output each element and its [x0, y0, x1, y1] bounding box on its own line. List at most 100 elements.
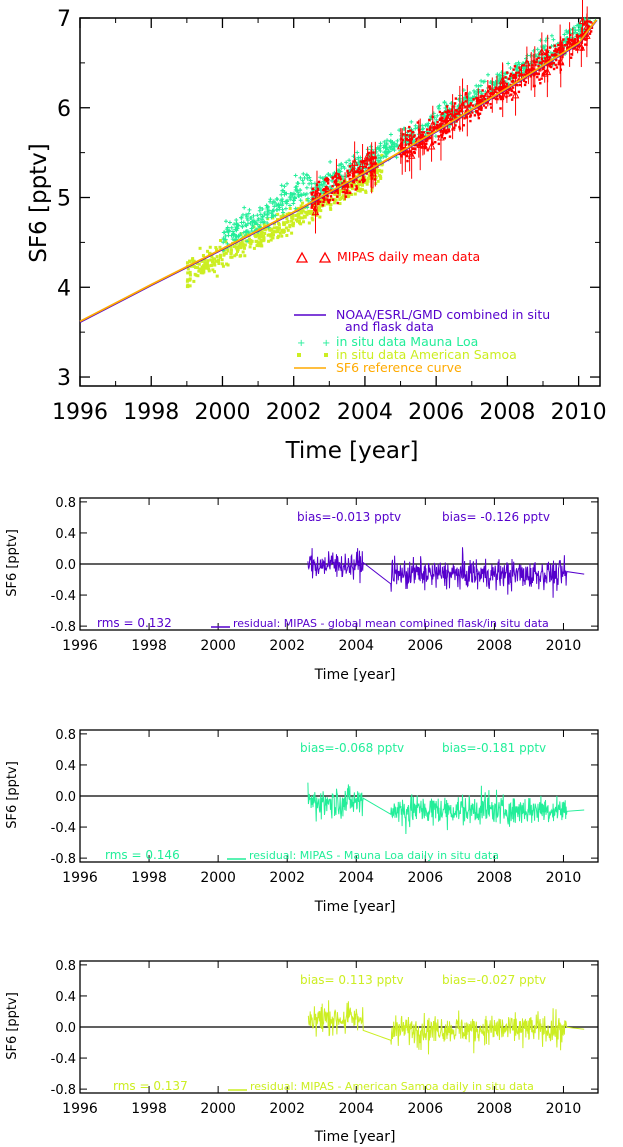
mipas-point: [327, 179, 330, 182]
samoa-point: [290, 216, 294, 220]
mipas-point: [337, 173, 340, 176]
samoa-point: [346, 173, 350, 177]
mauna-loa-point: [237, 233, 242, 238]
mipas-point: [334, 189, 337, 193]
residual-legend-label: residual: MIPAS - global mean combined f…: [233, 617, 549, 630]
mauna-loa-point: [337, 163, 342, 168]
samoa-point: [207, 269, 211, 273]
samoa-point: [239, 241, 243, 245]
mauna-loa-point: [251, 213, 256, 218]
samoa-point: [217, 258, 221, 262]
mauna-loa-point: [253, 221, 258, 226]
mipas-point: [472, 98, 475, 101]
mipas-point: [479, 95, 482, 98]
mauna-loa-point: [229, 225, 234, 230]
main-data-layer: [79, 0, 598, 323]
mipas-point: [561, 62, 564, 66]
samoa-point: [277, 223, 281, 227]
mipas-point: [319, 200, 322, 203]
mauna-loa-point: [384, 154, 389, 159]
samoa-point: [211, 268, 215, 272]
mauna-loa-point: [275, 208, 280, 213]
samoa-point: [205, 265, 209, 269]
samoa-point: [297, 219, 301, 223]
mauna-loa-point: [251, 218, 256, 223]
legend-noaa-label-line2: and flask data: [345, 319, 434, 334]
mipas-point: [471, 104, 475, 107]
samoa-point: [358, 187, 362, 191]
mipas-point: [348, 173, 351, 177]
mipas-point: [518, 74, 521, 77]
mauna-loa-point: [549, 33, 554, 38]
mipas-point: [484, 106, 488, 109]
residual-panel-american-samoa: 1996 1998 2000 2002 2004 2006 2008 2010 0.8 0.4 0.…: [5, 959, 599, 1145]
legend-reference-label: SF6 reference curve: [336, 360, 462, 375]
mipas-point: [441, 129, 445, 133]
mipas-point: [469, 115, 472, 118]
mipas-point: [570, 38, 573, 41]
mauna-loa-point: [385, 147, 390, 152]
mipas-point: [548, 65, 551, 68]
rms-label: rms = 0.132: [97, 616, 172, 630]
mauna-loa-point: [347, 158, 352, 163]
samoa-point: [270, 227, 274, 231]
samoa-point: [200, 268, 204, 272]
samoa-point: [186, 283, 190, 287]
samoa-point: [243, 243, 247, 247]
mauna-loa-point: [277, 207, 282, 212]
mipas-point: [313, 202, 316, 205]
mipas-point: [566, 46, 569, 50]
mipas-point: [438, 118, 442, 122]
mauna-loa-point: [276, 203, 281, 208]
samoa-point: [301, 209, 305, 213]
mipas-point: [358, 172, 362, 176]
mipas-point: [506, 71, 509, 74]
samoa-point: [259, 241, 263, 245]
samoa-point: [285, 212, 289, 216]
mipas-point: [312, 191, 315, 194]
mauna-loa-point: [243, 229, 248, 234]
mipas-point: [424, 146, 427, 150]
mipas-point: [348, 191, 352, 195]
samoa-point: [232, 245, 236, 249]
samoa-point: [213, 263, 217, 267]
mipas-point: [355, 187, 359, 190]
mauna-loa-point: [224, 219, 229, 224]
mauna-loa-point: [272, 204, 277, 209]
samoa-point: [379, 176, 383, 180]
mipas-point: [495, 94, 499, 98]
mipas-point: [441, 111, 444, 115]
samoa-point: [313, 212, 317, 216]
samoa-point: [212, 270, 216, 274]
mipas-point: [348, 165, 352, 168]
mipas-point: [400, 141, 404, 144]
y-tick-label: 0.8: [55, 728, 76, 743]
mipas-point: [550, 54, 554, 57]
mipas-point: [587, 20, 591, 23]
samoa-point: [235, 247, 239, 251]
samoa-point: [266, 233, 270, 237]
mipas-point: [438, 124, 442, 127]
y-tick-label: 0.0: [55, 790, 76, 805]
mipas-point: [334, 174, 337, 178]
samoa-point: [353, 192, 357, 196]
mipas-point: [511, 86, 515, 89]
main-axis-ticks: 1996 1998 2000 2002 2004 2006 2008 2010 3 4 5 6 7: [52, 7, 607, 425]
samoa-point: [233, 254, 237, 258]
mauna-loa-point: [267, 199, 272, 204]
mipas-point: [464, 92, 468, 95]
samoa-point: [269, 238, 273, 242]
mipas-point: [478, 107, 481, 111]
samoa-point: [261, 239, 265, 243]
samoa-point: [318, 215, 322, 219]
mipas-point: [415, 137, 418, 140]
samoa-point: [224, 240, 228, 244]
mipas-point: [489, 102, 492, 106]
mauna-loa-point: [230, 237, 235, 242]
mipas-point: [535, 58, 539, 61]
mipas-point: [537, 72, 540, 76]
mipas-point: [421, 131, 424, 134]
mipas-point: [435, 123, 439, 127]
samoa-point: [342, 197, 346, 201]
mipas-point: [412, 135, 415, 138]
